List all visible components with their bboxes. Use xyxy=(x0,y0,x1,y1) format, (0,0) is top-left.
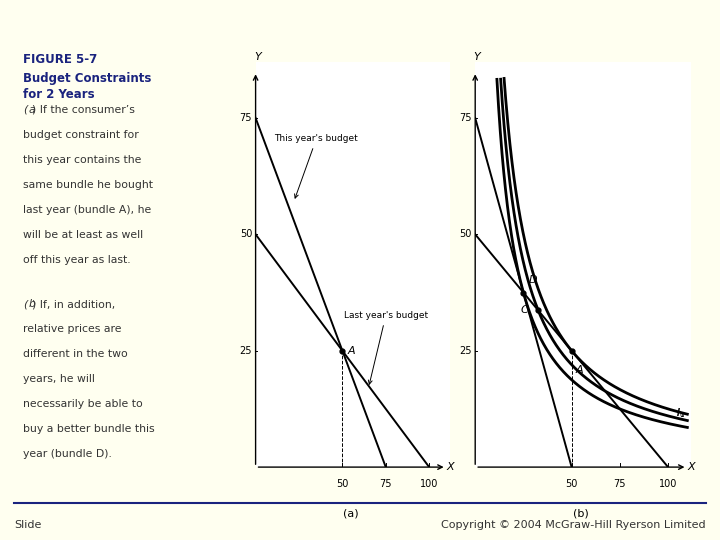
Text: A: A xyxy=(348,346,355,356)
Text: b: b xyxy=(28,299,35,309)
Text: X: X xyxy=(446,462,454,472)
Text: buy a better bundle this: buy a better bundle this xyxy=(23,424,155,434)
Text: relative prices are: relative prices are xyxy=(23,324,122,334)
Text: 50: 50 xyxy=(240,230,252,239)
Text: Last year's budget: Last year's budget xyxy=(343,311,428,384)
Text: will be at least as well: will be at least as well xyxy=(23,230,143,240)
Text: year (bundle D).: year (bundle D). xyxy=(23,449,112,460)
Text: 100: 100 xyxy=(420,479,438,489)
Text: ) If, in addition,: ) If, in addition, xyxy=(32,299,116,309)
Text: 25: 25 xyxy=(459,346,472,356)
Text: last year (bundle A), he: last year (bundle A), he xyxy=(23,205,151,215)
Text: 50: 50 xyxy=(336,479,348,489)
Text: ) If the consumer’s: ) If the consumer’s xyxy=(32,105,135,115)
Text: years, he will: years, he will xyxy=(23,374,95,384)
Text: 50: 50 xyxy=(459,230,472,239)
Text: a: a xyxy=(28,105,35,115)
Text: 75: 75 xyxy=(613,479,626,489)
Text: 50: 50 xyxy=(565,479,578,489)
Text: off this year as last.: off this year as last. xyxy=(23,255,130,265)
Text: this year contains the: this year contains the xyxy=(23,155,141,165)
Text: different in the two: different in the two xyxy=(23,349,127,359)
Text: This year's budget: This year's budget xyxy=(274,134,359,198)
Text: FIGURE 5-7: FIGURE 5-7 xyxy=(23,53,97,66)
Text: 25: 25 xyxy=(240,346,252,356)
Text: Slide: Slide xyxy=(14,519,42,530)
Text: (b): (b) xyxy=(573,509,589,519)
Text: Budget Constraints
for 2 Years: Budget Constraints for 2 Years xyxy=(23,72,151,101)
Text: Y: Y xyxy=(254,52,261,62)
Text: (a): (a) xyxy=(343,509,359,519)
Text: $I_0$: $I_0$ xyxy=(676,406,685,420)
Text: budget constraint for: budget constraint for xyxy=(23,130,139,140)
Text: same bundle he bought: same bundle he bought xyxy=(23,180,153,190)
Text: 75: 75 xyxy=(379,479,392,489)
Text: C: C xyxy=(521,306,528,315)
Text: (: ( xyxy=(23,299,27,309)
Text: (: ( xyxy=(23,105,27,115)
Text: A: A xyxy=(575,364,583,375)
Text: 75: 75 xyxy=(240,113,252,123)
Text: X: X xyxy=(688,462,695,472)
Text: 75: 75 xyxy=(459,113,472,123)
Text: D: D xyxy=(529,275,538,285)
Text: Y: Y xyxy=(474,52,480,62)
Text: 100: 100 xyxy=(659,479,678,489)
Text: $I_1$: $I_1$ xyxy=(676,406,685,420)
Text: Copyright © 2004 McGraw-Hill Ryerson Limited: Copyright © 2004 McGraw-Hill Ryerson Lim… xyxy=(441,519,706,530)
Text: necessarily be able to: necessarily be able to xyxy=(23,399,143,409)
